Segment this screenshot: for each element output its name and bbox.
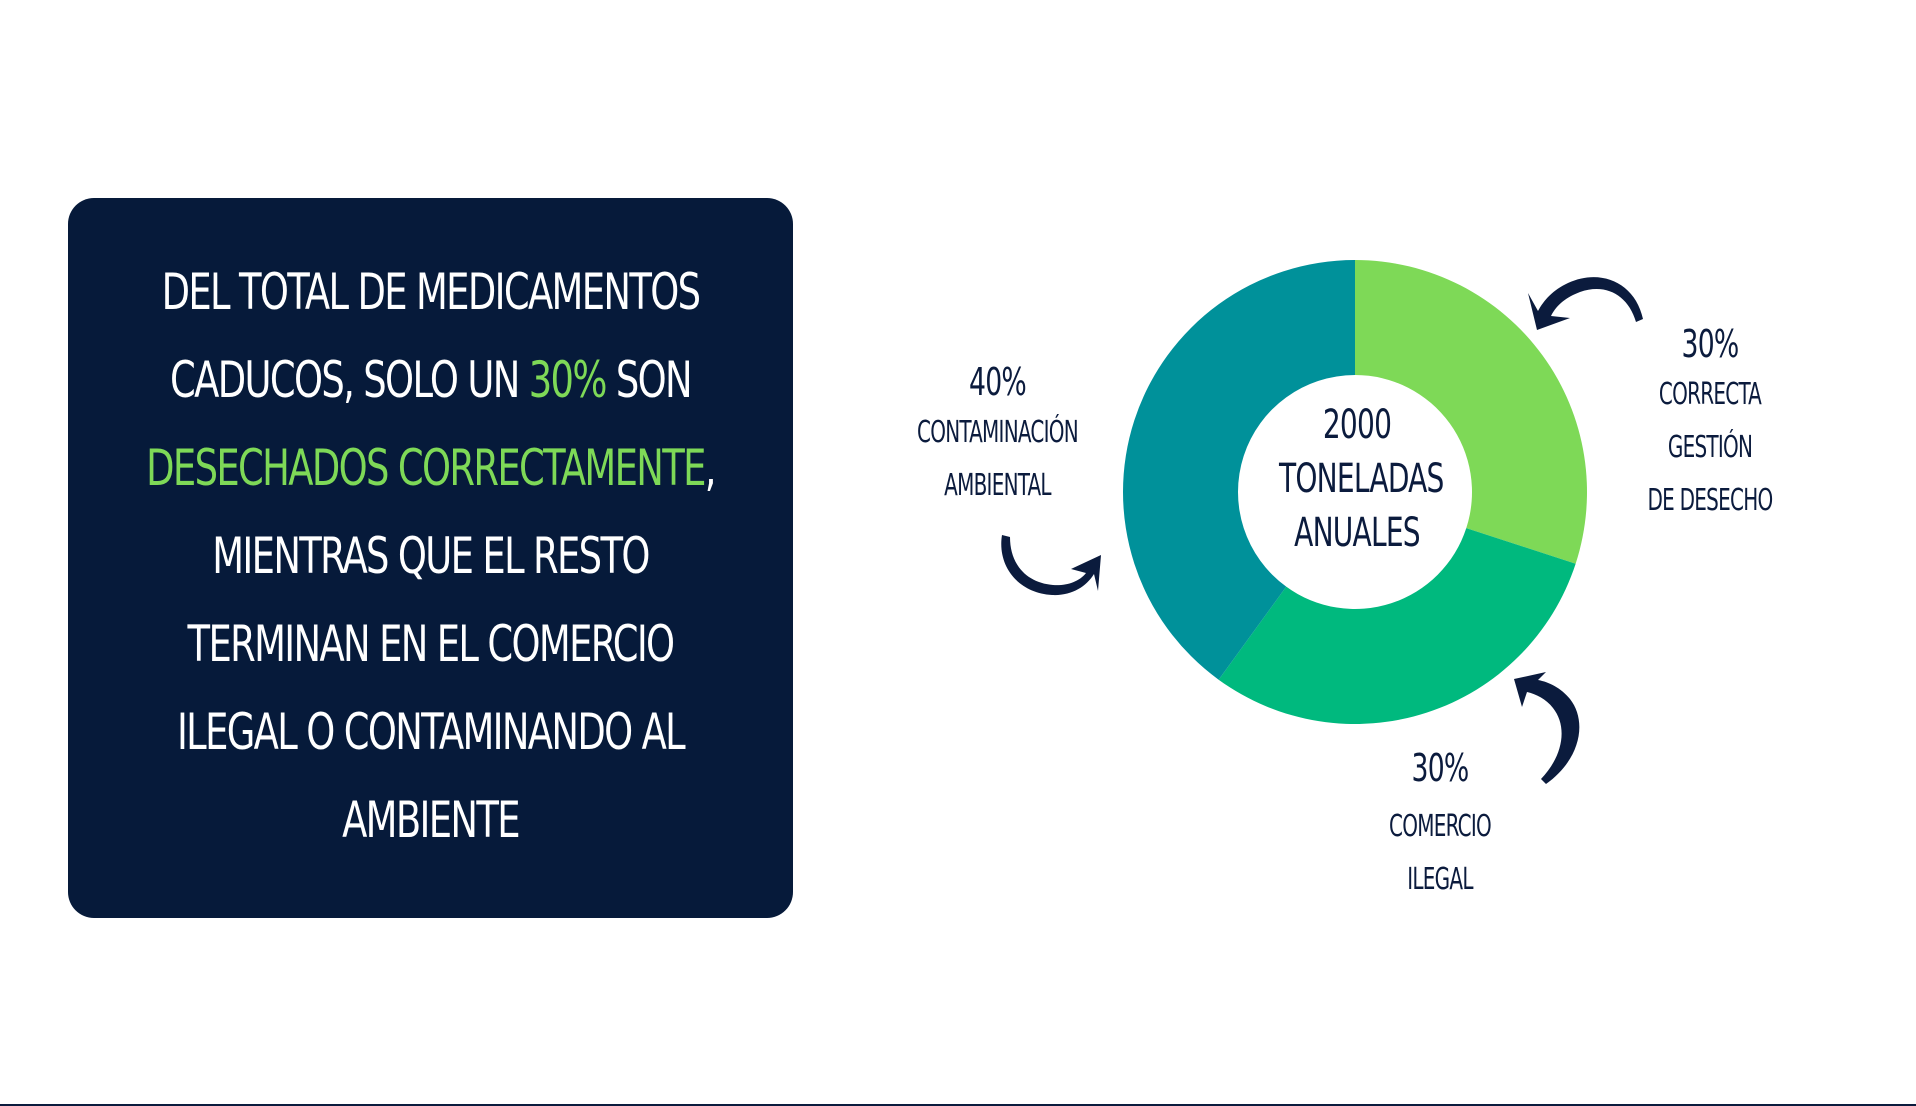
- arrow-right-icon: [1528, 277, 1643, 330]
- annotation-comercio-ilegal-line1: COMERCIO ILEGAL: [1389, 809, 1492, 897]
- panel-text-segment: SON: [605, 351, 693, 409]
- center-unit: TONELADAS: [1279, 456, 1444, 502]
- center-value: 2000: [1322, 402, 1392, 448]
- info-panel-text: DEL TOTAL DE MEDICAMENTOS CADUCOS, SOLO …: [133, 248, 728, 864]
- panel-highlight-text: 30%: [528, 351, 608, 409]
- annotation-contaminacion-pct: 40%: [969, 360, 1027, 404]
- annotation-correcta-gestion-pct: 30%: [1681, 322, 1740, 366]
- annotation-contaminacion-line1: CONTAMINACIÓN: [917, 415, 1079, 450]
- annotation-comercio-ilegal: 30% COMERCIO ILEGAL: [1325, 744, 1555, 906]
- donut-slice-2: [1218, 528, 1576, 725]
- panel-text-segment: , MIENTRAS QUE EL RESTO TERMINAN EN EL C…: [176, 439, 717, 849]
- donut-slice-3: [1122, 260, 1355, 680]
- donut-slices: [1122, 260, 1588, 725]
- arrow-bottom-icon: [1514, 672, 1580, 784]
- donut-slice-1: [1355, 260, 1588, 564]
- center-label: 2000 TONELADAS ANUALES: [1279, 398, 1444, 560]
- annotation-contaminacion: 40% CONTAMINACIÓN AMBIENTAL: [880, 358, 1115, 512]
- panel-text-segment: DEL TOTAL DE MEDICAMENTOS CADUCOS, SOLO …: [161, 263, 701, 409]
- panel-highlight-text: DESECHADOS CORRECTAMENTE: [146, 439, 706, 497]
- arrow-left-icon: [1001, 535, 1101, 596]
- annotation-correcta-gestion: 30% CORRECTA GESTIÓN DE DESECHO: [1585, 320, 1835, 527]
- bottom-rule: [0, 1104, 1916, 1106]
- annotation-contaminacion-line2: AMBIENTAL: [944, 468, 1051, 503]
- center-period: ANUALES: [1294, 510, 1420, 556]
- annotation-comercio-ilegal-pct: 30%: [1411, 746, 1470, 790]
- annotation-correcta-gestion-line1: CORRECTA GESTIÓN: [1658, 377, 1762, 465]
- info-panel: DEL TOTAL DE MEDICAMENTOS CADUCOS, SOLO …: [68, 198, 793, 918]
- annotation-correcta-gestion-line2: DE DESECHO: [1647, 483, 1774, 518]
